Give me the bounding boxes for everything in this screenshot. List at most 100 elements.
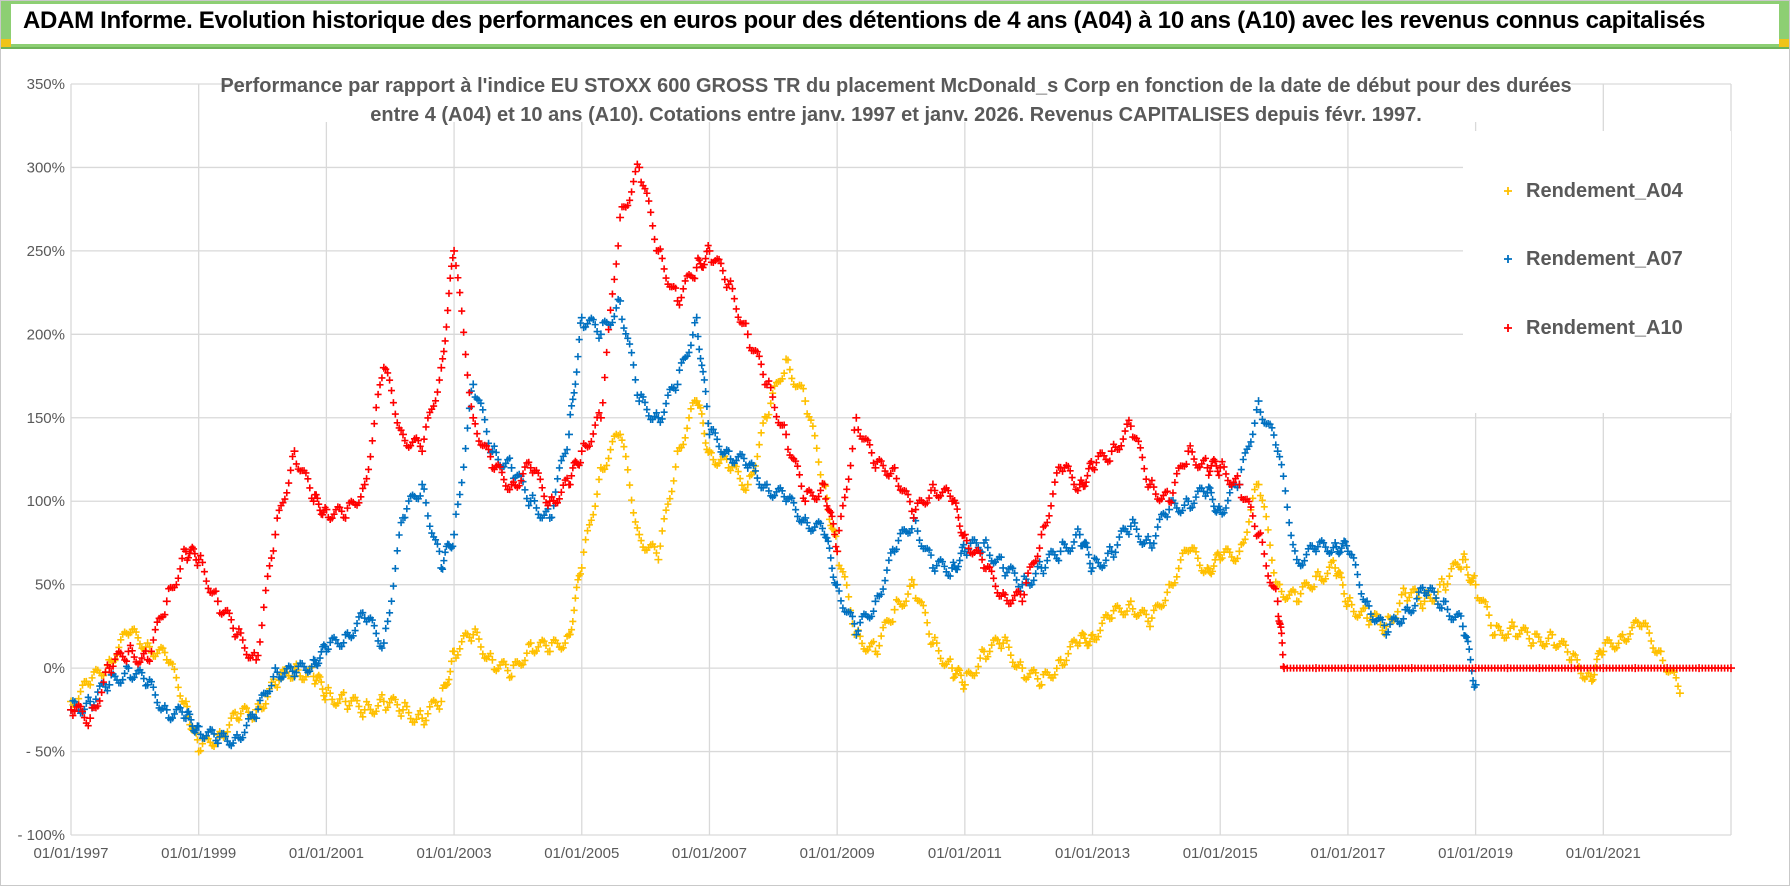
point-a04: [784, 356, 792, 364]
point-a04: [1053, 664, 1061, 672]
point-a07: [852, 630, 861, 639]
point-a04: [660, 515, 668, 523]
point-a10: [463, 371, 471, 379]
point-a07: [287, 663, 295, 671]
point-a10: [384, 369, 392, 377]
point-a04: [1295, 598, 1303, 606]
point-a07: [223, 737, 231, 745]
point-a04: [917, 598, 925, 606]
point-a10: [1277, 623, 1285, 631]
x-tick-label: 01/01/2007: [672, 845, 747, 862]
point-a10: [730, 295, 738, 303]
point-a04: [340, 689, 348, 697]
point-a07: [1094, 559, 1102, 567]
point-a10: [1100, 452, 1108, 460]
point-a04: [974, 663, 982, 671]
point-a10: [1235, 480, 1244, 489]
point-a10: [322, 505, 331, 514]
point-a04: [585, 521, 593, 529]
point-a07: [432, 536, 440, 544]
point-a07: [151, 691, 159, 699]
point-a04: [1066, 643, 1074, 651]
point-a07: [1163, 513, 1171, 521]
point-a10: [285, 479, 293, 487]
point-a04: [391, 696, 399, 704]
point-a10: [820, 480, 829, 489]
point-a10: [847, 462, 855, 470]
point-a07: [1403, 603, 1411, 611]
point-a04: [778, 375, 786, 383]
point-a10: [833, 547, 842, 556]
point-a04: [1123, 607, 1131, 615]
point-a07: [1445, 612, 1453, 620]
point-a07: [827, 554, 835, 562]
point-a07: [790, 499, 798, 507]
point-a07: [389, 582, 397, 590]
point-a10: [952, 499, 960, 507]
point-a04: [841, 573, 849, 581]
point-a07: [574, 353, 582, 361]
point-a07: [698, 361, 706, 369]
point-a04: [1562, 641, 1570, 649]
point-a07: [1125, 530, 1133, 538]
point-a04: [1405, 593, 1413, 601]
point-a07: [1152, 532, 1160, 540]
point-a07: [271, 664, 280, 673]
point-a07: [868, 612, 876, 620]
point-a10: [585, 442, 593, 450]
point-a04: [1599, 647, 1608, 656]
point-a04: [935, 647, 943, 655]
point-a04: [365, 701, 373, 709]
point-a04: [931, 634, 939, 642]
point-a10: [954, 514, 962, 522]
point-a07: [103, 687, 111, 695]
point-a07: [292, 668, 300, 676]
point-a07: [1352, 561, 1360, 569]
point-a04: [1461, 556, 1469, 564]
point-a10: [341, 513, 350, 522]
point-a07: [241, 728, 249, 736]
point-a04: [1322, 575, 1330, 583]
point-a10: [719, 267, 727, 275]
y-tick-label: 50%: [35, 577, 65, 594]
point-a07: [709, 425, 717, 433]
point-a04: [326, 689, 334, 697]
point-a07: [1285, 519, 1293, 527]
point-a04: [1177, 556, 1185, 564]
point-a07: [1471, 680, 1480, 689]
point-a07: [662, 400, 670, 408]
point-a04: [986, 647, 994, 655]
legend: Rendement_A04 Rendement_A07 Rendement_A1…: [1504, 180, 1684, 339]
point-a10: [1119, 435, 1127, 443]
point-a10: [237, 629, 245, 637]
point-a10: [554, 499, 562, 507]
point-a04: [1270, 569, 1278, 577]
point-a04: [1245, 518, 1253, 526]
point-a07: [982, 536, 990, 544]
point-a07: [1458, 622, 1467, 631]
point-a10: [191, 550, 199, 558]
point-a07: [1150, 539, 1158, 547]
point-a04: [412, 715, 420, 723]
point-a04: [626, 481, 634, 489]
point-a10: [316, 506, 324, 514]
point-a04: [1607, 639, 1615, 647]
point-a10: [691, 274, 699, 282]
point-a07: [1444, 605, 1452, 613]
point-a07: [1184, 497, 1193, 506]
point-a07: [441, 548, 449, 556]
point-a04: [1464, 571, 1472, 579]
point-a07: [811, 523, 819, 531]
point-a07: [942, 568, 950, 576]
point-a04: [1523, 628, 1531, 636]
point-a04: [1420, 597, 1429, 606]
point-a04: [921, 609, 929, 617]
point-a07: [256, 696, 264, 704]
point-a04: [1110, 607, 1118, 615]
point-a07: [1329, 544, 1337, 552]
point-a04: [343, 705, 351, 713]
point-a04: [734, 468, 742, 476]
point-a04: [1107, 614, 1116, 623]
point-a10: [1186, 442, 1194, 450]
point-a04: [1659, 656, 1667, 664]
